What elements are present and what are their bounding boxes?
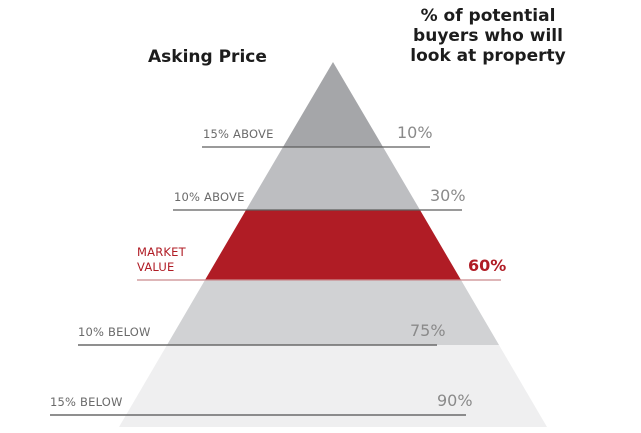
tier-label: 15% BELOW <box>50 395 123 409</box>
tier-value: 10% <box>397 123 433 142</box>
tier-label: 10% ABOVE <box>174 190 245 204</box>
tier-value: 75% <box>410 321 446 340</box>
tier-label-market-value: MARKET VALUE <box>137 245 186 274</box>
tier-10-below <box>167 280 499 345</box>
tier-15-below <box>119 345 547 427</box>
tier-value: 30% <box>430 186 466 205</box>
tier-market-value <box>205 210 461 280</box>
tier-value-market-value: 60% <box>468 256 507 275</box>
tier-label: 10% BELOW <box>78 325 151 339</box>
buyers-percent-header: % of potential buyers who will look at p… <box>410 6 566 66</box>
asking-price-header: Asking Price <box>148 47 267 67</box>
tier-10-above <box>246 147 420 210</box>
tier-15-above <box>283 62 383 147</box>
tier-value: 90% <box>437 391 473 410</box>
tier-label: 15% ABOVE <box>203 127 274 141</box>
